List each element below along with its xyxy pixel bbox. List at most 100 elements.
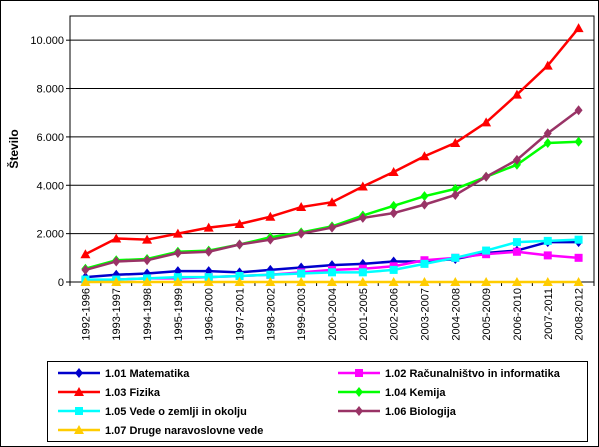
data-point	[420, 199, 429, 210]
data-point	[142, 277, 153, 286]
data-point	[355, 387, 363, 397]
x-tick-label: 2004-2008	[450, 288, 462, 341]
x-tick-label: 1996-2000	[204, 288, 216, 341]
data-point	[389, 208, 398, 219]
data-point	[573, 23, 584, 33]
data-point	[75, 407, 83, 415]
data-point	[389, 200, 398, 211]
series-lines	[80, 23, 584, 286]
data-point	[482, 246, 491, 255]
data-point	[388, 277, 399, 286]
data-point	[450, 137, 461, 147]
legend-item: 1.01 Matematika	[58, 368, 190, 380]
data-point	[74, 425, 84, 434]
legend-item: 1.03 Fizika	[58, 387, 161, 399]
data-point	[451, 183, 460, 194]
y-tick-label: 0	[58, 277, 64, 289]
y-tick-label: 8.000	[36, 84, 64, 96]
data-point	[327, 197, 337, 207]
y-tick-label: 10.000	[30, 35, 64, 47]
data-point	[512, 238, 521, 247]
data-point	[574, 235, 583, 244]
data-point	[357, 277, 368, 286]
x-tick-label: 2008-2012	[574, 288, 586, 341]
y-axis-ticks: 0 2.000 4.000 6.000 8.000 10.000	[30, 35, 70, 289]
data-point	[297, 228, 306, 239]
data-point	[234, 277, 245, 286]
data-point	[265, 277, 276, 286]
x-tick-label: 2000-2004	[327, 288, 339, 341]
data-point	[266, 234, 275, 245]
data-point	[203, 222, 214, 232]
data-point	[388, 166, 399, 176]
x-tick-label: 1992-1996	[80, 288, 92, 341]
legend-box	[47, 361, 588, 442]
gridlines	[70, 39, 594, 235]
data-point	[235, 239, 244, 250]
data-point	[235, 271, 244, 280]
data-point	[574, 253, 583, 262]
data-point	[543, 128, 552, 139]
legend-label: 1.03 Fizika	[105, 387, 161, 399]
x-axis-ticks: 1992-1996 1993-1997 1994-1998 1995-1999 1996…	[69, 282, 595, 341]
data-point	[542, 277, 553, 286]
data-point	[80, 249, 91, 259]
data-point	[173, 247, 182, 258]
legend-label: 1.04 Kemija	[385, 387, 446, 399]
legend-item: 1.06 Biologija	[338, 406, 457, 418]
data-point	[75, 368, 83, 378]
series-group	[81, 105, 583, 275]
data-point	[420, 191, 429, 202]
x-tick-label: 2007-2011	[543, 288, 555, 340]
x-tick-label: 2002-2006	[389, 288, 401, 341]
data-point	[512, 247, 521, 256]
data-point	[357, 181, 368, 191]
data-point	[543, 137, 552, 148]
data-point	[355, 406, 363, 416]
data-point	[482, 171, 491, 182]
data-point	[74, 387, 84, 396]
data-point	[328, 222, 336, 233]
data-point	[419, 277, 430, 286]
legend-item: 1.04 Kemija	[338, 387, 446, 399]
data-point	[265, 211, 276, 221]
legend-label: 1.05 Vede o zemlji in okolju	[105, 406, 247, 418]
x-tick-label: 1995-1999	[173, 288, 185, 341]
x-tick-label: 1993-1997	[111, 288, 123, 341]
data-point	[143, 255, 152, 266]
x-tick-label: 1999-2003	[296, 288, 308, 341]
data-point	[204, 246, 213, 257]
data-point	[172, 228, 183, 238]
data-point	[481, 117, 492, 127]
data-point	[543, 251, 552, 260]
data-point	[574, 136, 583, 147]
legend: 1.01 Matematika 1.02 Računalništvo in inf…	[58, 368, 561, 437]
data-point	[358, 212, 367, 223]
data-point	[512, 154, 521, 165]
x-tick-label: 2001-2005	[358, 288, 370, 341]
data-point	[389, 265, 398, 274]
legend-label: 1.01 Matematika	[105, 368, 190, 380]
legend-item: 1.07 Druge naravoslovne vede	[58, 425, 263, 437]
data-point	[420, 259, 429, 268]
y-axis-label: Število	[6, 129, 21, 168]
data-point	[451, 189, 460, 200]
data-point	[481, 277, 492, 286]
data-point	[327, 277, 337, 286]
x-tick-label: 2003-2007	[419, 288, 431, 341]
y-tick-label: 2.000	[36, 229, 64, 241]
data-point	[358, 268, 367, 277]
data-point	[297, 269, 306, 278]
data-point	[355, 369, 363, 377]
data-point	[450, 277, 461, 286]
data-point	[112, 256, 121, 267]
data-point	[234, 218, 245, 228]
data-point	[296, 277, 307, 286]
series-group	[80, 277, 584, 286]
data-point	[419, 151, 430, 161]
x-tick-label: 1998-2002	[265, 288, 277, 341]
data-point	[80, 277, 91, 286]
data-point	[266, 270, 275, 279]
data-point	[543, 236, 552, 245]
data-point	[172, 277, 183, 286]
